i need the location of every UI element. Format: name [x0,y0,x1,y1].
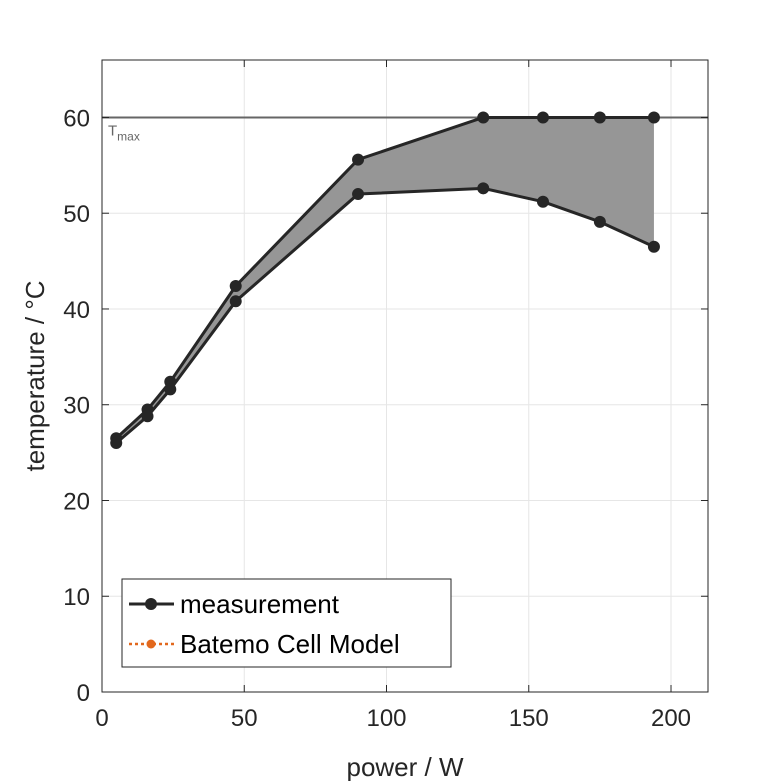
data-point-lower [647,240,660,253]
data-point-upper [593,111,606,124]
x-tick-label: 100 [366,705,406,732]
data-point-lower [164,383,177,396]
legend-label: measurement [180,589,340,619]
data-point-lower [352,188,365,201]
legend: measurement Batemo Cell Model [121,578,452,668]
data-point-upper [477,111,490,124]
band-area [116,117,654,444]
data-point-lower [593,215,606,228]
y-tick-label: 20 [63,488,90,515]
y-tick-label: 50 [63,201,90,228]
x-tick-label: 0 [95,705,108,732]
data-point-lower [141,410,154,423]
y-tick-label: 40 [63,297,90,324]
x-tick-label: 150 [509,705,549,732]
data-point-lower [110,437,123,450]
legend-box [121,578,452,668]
x-tick-label: 200 [651,705,691,732]
tick-group: 0 50 100 150 200 0 10 20 30 40 50 60 [63,60,708,732]
data-point-upper [229,279,242,292]
y-axis-label: temperature / °C [20,280,50,471]
x-axis-label: power / W [346,752,463,781]
tmax-annotation-main: T [108,122,117,139]
data-point-lower [477,182,490,195]
tmax-annotation-subscript: max [117,129,140,143]
y-tick-label: 10 [63,584,90,611]
legend-label: Batemo Cell Model [180,629,400,659]
band-fill [116,117,654,444]
data-point-upper [647,111,660,124]
y-tick-label: 30 [63,393,90,420]
legend-marker [146,639,156,649]
data-point-upper [352,153,365,166]
data-point-upper [536,111,549,124]
series-group [110,111,660,450]
y-tick-label: 60 [63,105,90,132]
data-point-lower [229,295,242,308]
x-tick-label: 50 [231,705,258,732]
tmax-annotation: Tmax [108,122,140,143]
plot-frame [101,59,709,693]
legend-marker [145,598,157,610]
y-tick-label: 0 [77,680,90,707]
data-point-lower [536,195,549,208]
